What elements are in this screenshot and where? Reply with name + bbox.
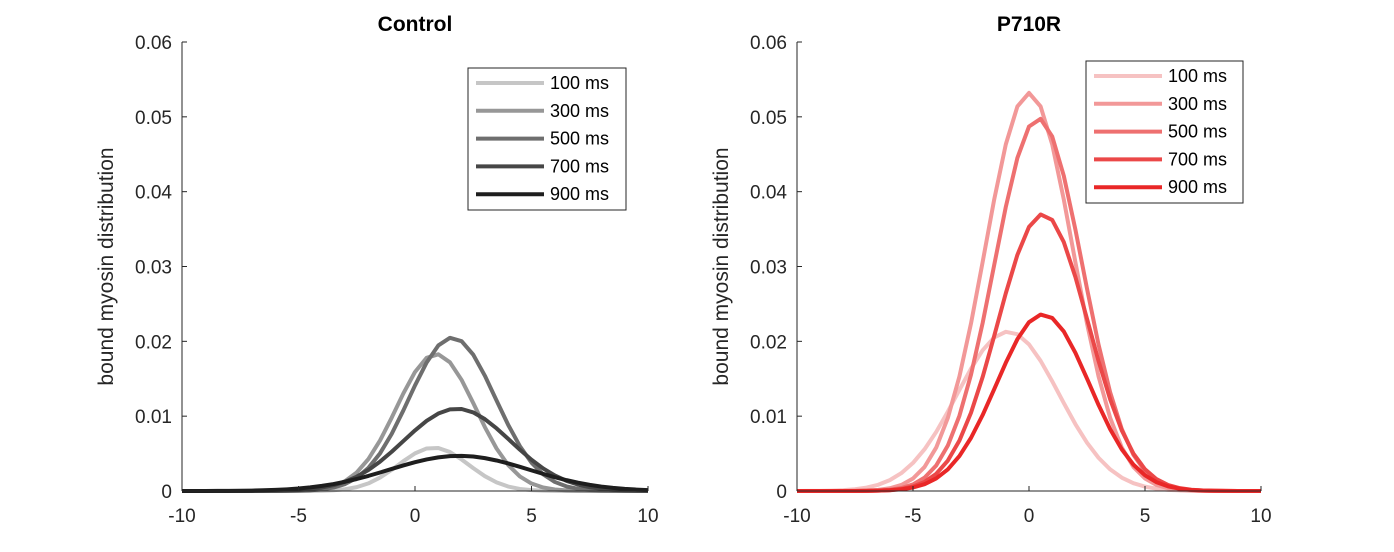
control-y-tick-label: 0.02 <box>135 332 172 353</box>
control-legend-label: 700 ms <box>550 156 609 176</box>
chart-control: -10 -5 0 5 10 0 0.01 0.02 0.03 0.04 0.05 0.06 Contr… <box>95 13 659 527</box>
control-x-tick-label: 5 <box>526 506 537 527</box>
control-y-tick-label: 0 <box>161 482 172 503</box>
control-y-tick-label: 0.03 <box>135 258 172 279</box>
control-x-tick-label: -10 <box>168 506 195 527</box>
p710r-axes: -10 -5 0 5 10 0 0.01 0.02 0.03 0.04 0.05 0.06 <box>750 33 1272 527</box>
p710r-legend-label: 300 ms <box>1168 94 1227 114</box>
chart-p710r: -10 -5 0 5 10 0 0.01 0.02 0.03 0.04 0.05 0.06 P710R… <box>710 13 1272 527</box>
p710r-legend-label: 700 ms <box>1168 149 1227 169</box>
p710r-y-tick-label: 0 <box>776 482 787 503</box>
control-x-tick-label: 0 <box>410 506 421 527</box>
p710r-x-tick-label: -10 <box>783 506 810 527</box>
p710r-y-tick-label: 0.05 <box>750 108 787 129</box>
p710r-series-900-ms <box>797 312 1262 493</box>
p710r-title: P710R <box>997 13 1061 36</box>
control-ylabel: bound myosin distribution <box>95 147 118 385</box>
p710r-x-tick-label: 5 <box>1140 506 1151 527</box>
control-title: Control <box>378 13 453 36</box>
control-legend-label: 500 ms <box>550 129 609 149</box>
control-legend-label: 900 ms <box>550 184 609 204</box>
p710r-x-tick-label: -5 <box>905 506 922 527</box>
control-x-tick-label: -5 <box>290 506 307 527</box>
p710r-legend: 100 ms 300 ms 500 ms 700 ms 900 ms <box>1085 60 1244 204</box>
control-series-700-ms <box>182 406 649 493</box>
p710r-ylabel: bound myosin distribution <box>710 147 733 385</box>
p710r-x-tick-label: 10 <box>1250 506 1271 527</box>
control-series-900-ms <box>181 453 649 493</box>
p710r-y-tick-label: 0.04 <box>750 183 787 204</box>
control-series-layer <box>181 335 649 493</box>
p710r-series-700-ms <box>797 212 1262 493</box>
control-x-tick-label: 10 <box>637 506 658 527</box>
control-legend-label: 300 ms <box>550 101 609 121</box>
control-series-500-ms <box>182 335 649 493</box>
control-legend-label: 100 ms <box>550 73 609 93</box>
control-legend: 100 ms 300 ms 500 ms 700 ms 900 ms <box>467 67 627 211</box>
control-axes: -10 -5 0 5 10 0 0.01 0.02 0.03 0.04 0.05 0.06 <box>135 33 659 527</box>
p710r-series-100-ms <box>796 329 1261 493</box>
control-y-tick-label: 0.05 <box>135 108 172 129</box>
p710r-y-tick-label: 0.03 <box>750 258 787 279</box>
p710r-y-tick-label: 0.02 <box>750 332 787 353</box>
p710r-legend-label: 100 ms <box>1168 66 1227 86</box>
p710r-y-tick-label: 0.06 <box>750 33 787 54</box>
control-y-tick-label: 0.04 <box>135 183 172 204</box>
p710r-x-tick-label: 0 <box>1024 506 1035 527</box>
control-y-tick-label: 0.01 <box>135 407 172 428</box>
p710r-y-tick-label: 0.01 <box>750 407 787 428</box>
p710r-legend-label: 500 ms <box>1168 122 1227 142</box>
p710r-legend-label: 900 ms <box>1168 177 1227 197</box>
control-series-300-ms <box>182 352 648 493</box>
control-y-tick-label: 0.06 <box>135 33 172 54</box>
